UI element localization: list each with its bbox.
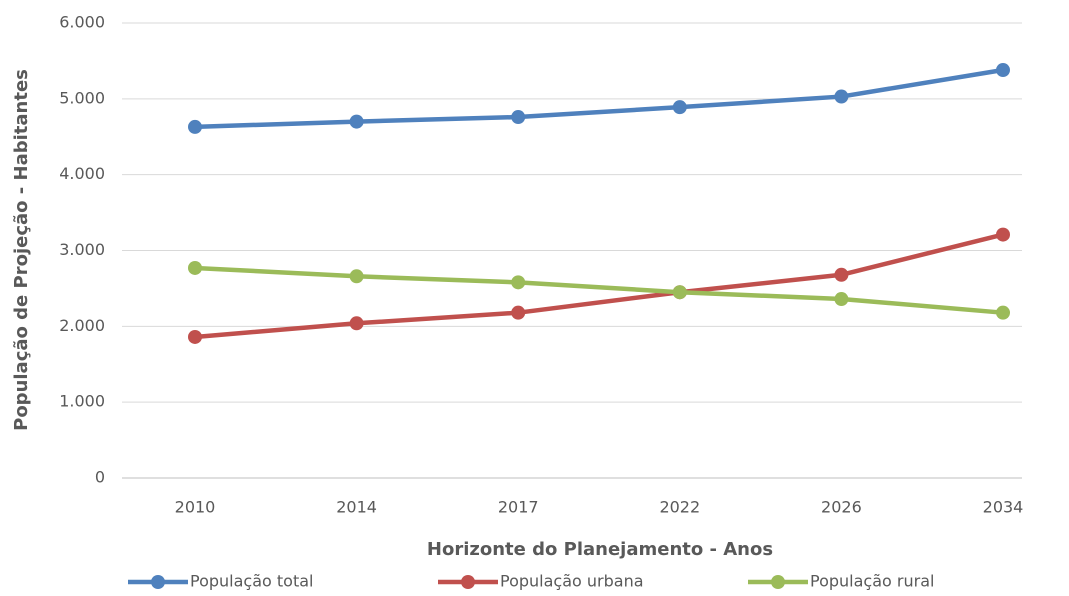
x-tick-label: 2022 bbox=[659, 498, 700, 517]
data-point bbox=[834, 89, 849, 104]
data-point bbox=[996, 305, 1010, 320]
series-line bbox=[194, 67, 1004, 130]
data-point bbox=[511, 305, 526, 320]
x-tick-label: 2034 bbox=[983, 498, 1024, 517]
legend-label: População rural bbox=[810, 572, 934, 591]
y-tick-label: 1.000 bbox=[59, 392, 105, 411]
y-axis-title: População de Projeção - Habitantes bbox=[11, 69, 32, 431]
legend-label: População urbana bbox=[500, 572, 644, 591]
legend-label: População total bbox=[190, 572, 313, 591]
data-point bbox=[349, 114, 364, 129]
data-point bbox=[188, 260, 202, 275]
x-tick-label: 2026 bbox=[821, 498, 862, 517]
series-line bbox=[194, 265, 1004, 315]
legend-marker bbox=[461, 575, 475, 589]
y-tick-label: 6.000 bbox=[59, 13, 105, 32]
data-point bbox=[672, 285, 687, 300]
x-axis-title: Horizonte do Planejamento - Anos bbox=[427, 539, 773, 560]
data-point bbox=[672, 100, 687, 115]
y-tick-label: 2.000 bbox=[59, 316, 105, 335]
data-point bbox=[349, 316, 364, 331]
data-point bbox=[996, 63, 1010, 78]
data-point bbox=[996, 227, 1010, 242]
legend-marker bbox=[151, 575, 165, 589]
data-point bbox=[834, 292, 849, 307]
data-point bbox=[188, 119, 202, 134]
y-tick-label: 0 bbox=[95, 468, 105, 487]
x-tick-label: 2017 bbox=[498, 498, 539, 517]
data-point bbox=[511, 275, 526, 290]
x-tick-label: 2010 bbox=[175, 498, 216, 517]
y-tick-label: 5.000 bbox=[59, 88, 105, 107]
y-tick-label: 4.000 bbox=[59, 164, 105, 183]
data-point bbox=[834, 267, 849, 282]
data-point bbox=[511, 110, 526, 125]
series-line bbox=[194, 232, 1004, 340]
legend-marker bbox=[771, 575, 785, 589]
data-point bbox=[188, 329, 202, 344]
y-tick-label: 3.000 bbox=[59, 240, 105, 259]
data-point bbox=[349, 269, 364, 284]
x-tick-label: 2014 bbox=[336, 498, 377, 517]
